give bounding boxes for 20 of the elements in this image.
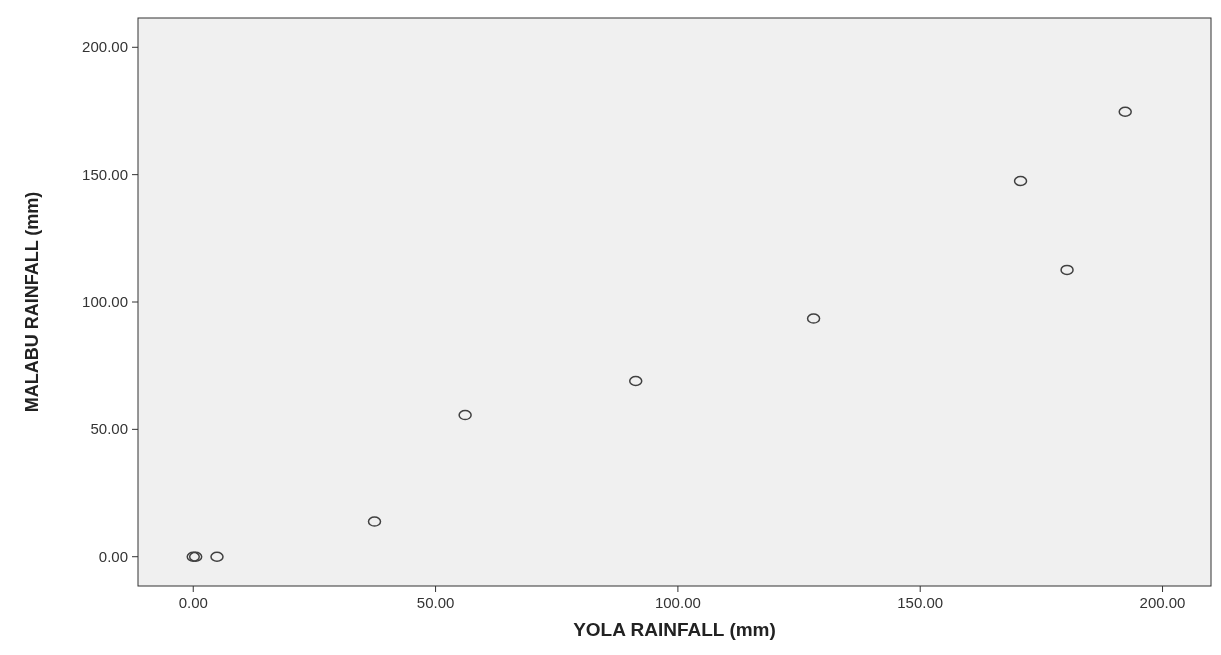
x-tick-label: 100.00 [654, 594, 701, 611]
point [628, 375, 643, 387]
point [1118, 106, 1132, 117]
point [806, 313, 821, 324]
y-tick-label: 0.00 [98, 547, 128, 565]
x-tick-label: 50.00 [416, 594, 455, 611]
point [367, 516, 382, 527]
x-tick-label: 0.00 [178, 594, 208, 611]
y-tick-label: 150.00 [82, 165, 128, 183]
point [1013, 175, 1028, 187]
y-tick-label: 200.00 [82, 38, 128, 56]
point [1060, 264, 1074, 276]
point [210, 551, 224, 562]
y-tick-label: 100.00 [82, 293, 128, 310]
point [458, 409, 472, 421]
x-tick-label: 200.00 [1139, 594, 1186, 611]
y-tick-label: 50.00 [90, 420, 128, 438]
x-tick-label: 150.00 [897, 594, 944, 611]
x-axis-title: YOLA RAINFALL (mm) [573, 619, 776, 640]
y-axis-title: MALABU RAINFALL (mm) [22, 191, 42, 413]
